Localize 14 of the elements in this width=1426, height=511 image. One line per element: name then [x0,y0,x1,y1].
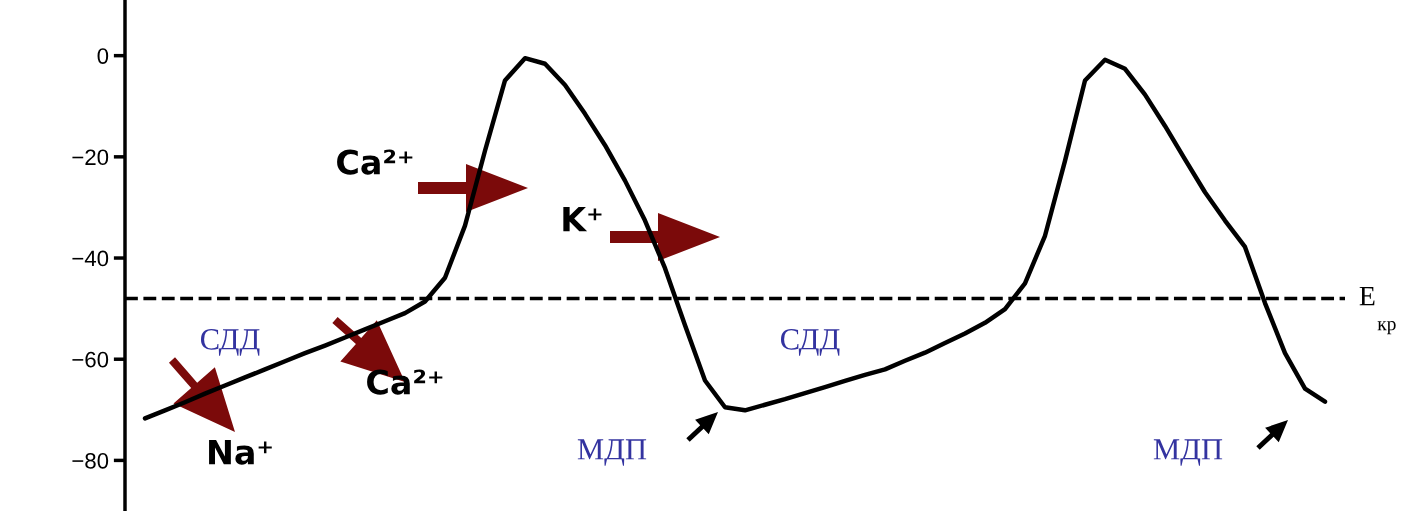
annotation: K⁺ [563,206,602,232]
y-tick-label: 0 [97,48,109,64]
annotation: Ca²⁺ [367,369,443,395]
y-tick-label: −40 [72,250,109,267]
annotation: Na⁺ [209,439,272,465]
annotation: СДД [200,329,260,356]
annotation: МДП [1153,439,1223,466]
y-tick-label: −20 [72,149,109,166]
ref-line-label: Eкр [1359,286,1396,335]
annotation: МДП [577,439,647,466]
annotation: Ca²⁺ [337,149,413,175]
y-tick-label: −80 [72,452,109,469]
y-tick-label: −60 [72,351,109,368]
annotation: СДД [780,329,840,356]
